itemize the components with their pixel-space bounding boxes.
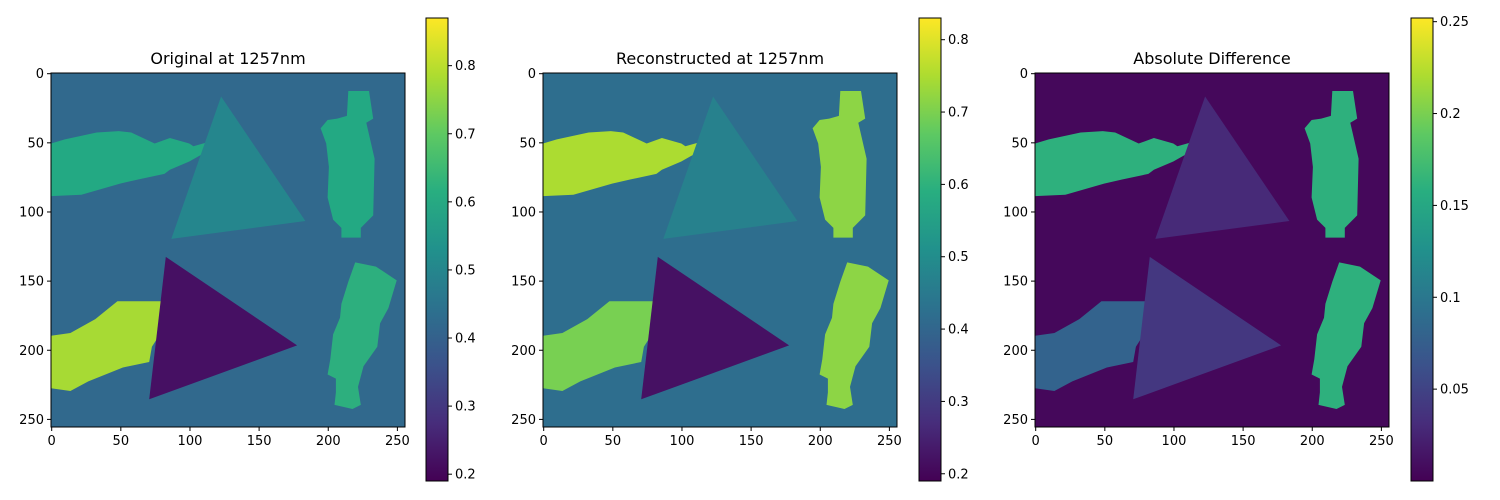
colorbar-tick-label: 0.6: [455, 195, 476, 210]
colorbar-tick-label: 0.6: [948, 178, 969, 193]
y-tick-label: 50: [519, 136, 536, 151]
x-tick-label: 150: [1231, 434, 1256, 449]
x-tick-label: 0: [540, 434, 548, 449]
colorbar-tick-label: 0.2: [1440, 107, 1461, 122]
region-bottle-horizontal: [543, 131, 734, 197]
y-tick-label: 50: [27, 136, 44, 151]
region-bottle-vertical: [812, 91, 867, 238]
x-tick-label: 100: [178, 434, 203, 449]
x-tick-label: 200: [808, 434, 833, 449]
colorbar-tick-label: 0.1: [1440, 291, 1461, 306]
x-tick-label: 150: [247, 434, 272, 449]
colorbar: 0.05 0.1 0.15 0.2 0.25: [1410, 15, 1469, 482]
axes-frame: [50, 72, 406, 428]
y-tick-label: 0: [36, 67, 44, 82]
y-tick-label: 0: [528, 67, 536, 82]
region-triangle-upper: [663, 96, 798, 239]
colorbar-gradient: [1411, 18, 1433, 481]
colorbar-tick-label: 0.2: [948, 467, 969, 482]
colorbar-tick-label: 0.7: [455, 127, 476, 142]
colorbar-tick-label: 0.8: [948, 33, 969, 48]
colorbar-tick-label: 0.05: [1440, 383, 1469, 398]
colorbar-tick-label: 0.3: [948, 395, 969, 410]
y-tick-label: 200: [1003, 344, 1028, 359]
x-tick-label: 50: [605, 434, 622, 449]
y-tick-label: 100: [1003, 205, 1028, 220]
chart-title: Original at 1257nm: [150, 49, 305, 68]
x-tick-label: 250: [385, 434, 410, 449]
colorbar-tick-label: 0.7: [948, 106, 969, 121]
x-tick-label: 150: [739, 434, 764, 449]
region-triangle-lower: [641, 256, 790, 400]
region-bottle-tilted: [819, 262, 889, 409]
y-tick-label: 200: [19, 344, 44, 359]
heatmap-image: [51, 73, 405, 427]
colorbar-gradient: [426, 18, 448, 481]
chart-title: Absolute Difference: [1133, 49, 1291, 68]
region-bottle-horizontal: [51, 131, 242, 197]
heatmap-panel-3: Absolute Difference 0 50 100 150 200 250 0 50 100…: [1003, 15, 1469, 482]
chart-title: Reconstructed at 1257nm: [616, 49, 824, 68]
colorbar-frame: [918, 17, 942, 482]
colorbar-tick-label: 0.8: [455, 59, 476, 74]
colorbar-tick-label: 0.4: [455, 332, 476, 347]
x-tick-label: 200: [1300, 434, 1325, 449]
region-bottle-vertical: [1304, 91, 1359, 238]
y-tick-label: 150: [1003, 275, 1028, 290]
colorbar-tick-label: 0.5: [948, 250, 969, 265]
colorbar-gradient: [919, 18, 941, 481]
axes-frame: [542, 72, 898, 428]
x-tick-label: 100: [670, 434, 695, 449]
heatmap-image: [1035, 73, 1389, 427]
x-tick-label: 250: [1369, 434, 1394, 449]
colorbar-tick-label: 0.15: [1440, 199, 1469, 214]
heatmap-panel-1: Original at 1257nm 0 50 100 150 200 250 0 50 100 1…: [19, 17, 476, 483]
region-bottle-lower-left: [1035, 301, 1153, 391]
x-tick-label: 50: [1097, 434, 1114, 449]
y-tick-label: 50: [1011, 136, 1028, 151]
y-tick-label: 150: [511, 275, 536, 290]
y-tick-label: 150: [19, 275, 44, 290]
colorbar: 0.2 0.3 0.4 0.5 0.6 0.7 0.8: [918, 17, 969, 482]
x-tick-label: 0: [1032, 434, 1040, 449]
colorbar-frame: [1410, 17, 1434, 482]
colorbar-tick-label: 0.3: [455, 400, 476, 415]
heatmap-image: [543, 73, 897, 427]
colorbar-tick-label: 0.25: [1440, 15, 1469, 30]
region-bottle-tilted: [327, 262, 397, 409]
region-bottle-tilted: [1311, 262, 1381, 409]
x-tick-label: 50: [113, 434, 130, 449]
colorbar: 0.2 0.3 0.4 0.5 0.6 0.7 0.8: [425, 17, 476, 483]
region-bottle-horizontal: [1035, 131, 1226, 197]
y-tick-label: 100: [19, 205, 44, 220]
axes-frame: [1034, 72, 1390, 428]
y-tick-label: 0: [1020, 67, 1028, 82]
region-triangle-upper: [1155, 96, 1290, 239]
region-triangle-lower: [149, 256, 298, 400]
heatmap-panel-2: Reconstructed at 1257nm 0 50 100 150 200 250 0 5…: [511, 17, 969, 482]
x-tick-label: 250: [877, 434, 902, 449]
region-triangle-lower: [1133, 256, 1282, 400]
x-tick-label: 100: [1162, 434, 1187, 449]
y-tick-label: 100: [511, 205, 536, 220]
y-tick-label: 200: [511, 344, 536, 359]
region-bottle-vertical: [320, 91, 375, 238]
region-bottle-lower-left: [51, 301, 169, 391]
colorbar-tick-label: 0.5: [455, 263, 476, 278]
y-tick-label: 250: [511, 413, 536, 428]
x-tick-label: 200: [316, 434, 341, 449]
y-tick-label: 250: [19, 413, 44, 428]
y-tick-label: 250: [1003, 413, 1028, 428]
region-triangle-upper: [171, 96, 306, 239]
colorbar-tick-label: 0.4: [948, 323, 969, 338]
colorbar-frame: [425, 17, 449, 482]
x-tick-label: 0: [48, 434, 56, 449]
region-bottle-lower-left: [543, 301, 661, 391]
colorbar-tick-label: 0.2: [455, 468, 476, 483]
